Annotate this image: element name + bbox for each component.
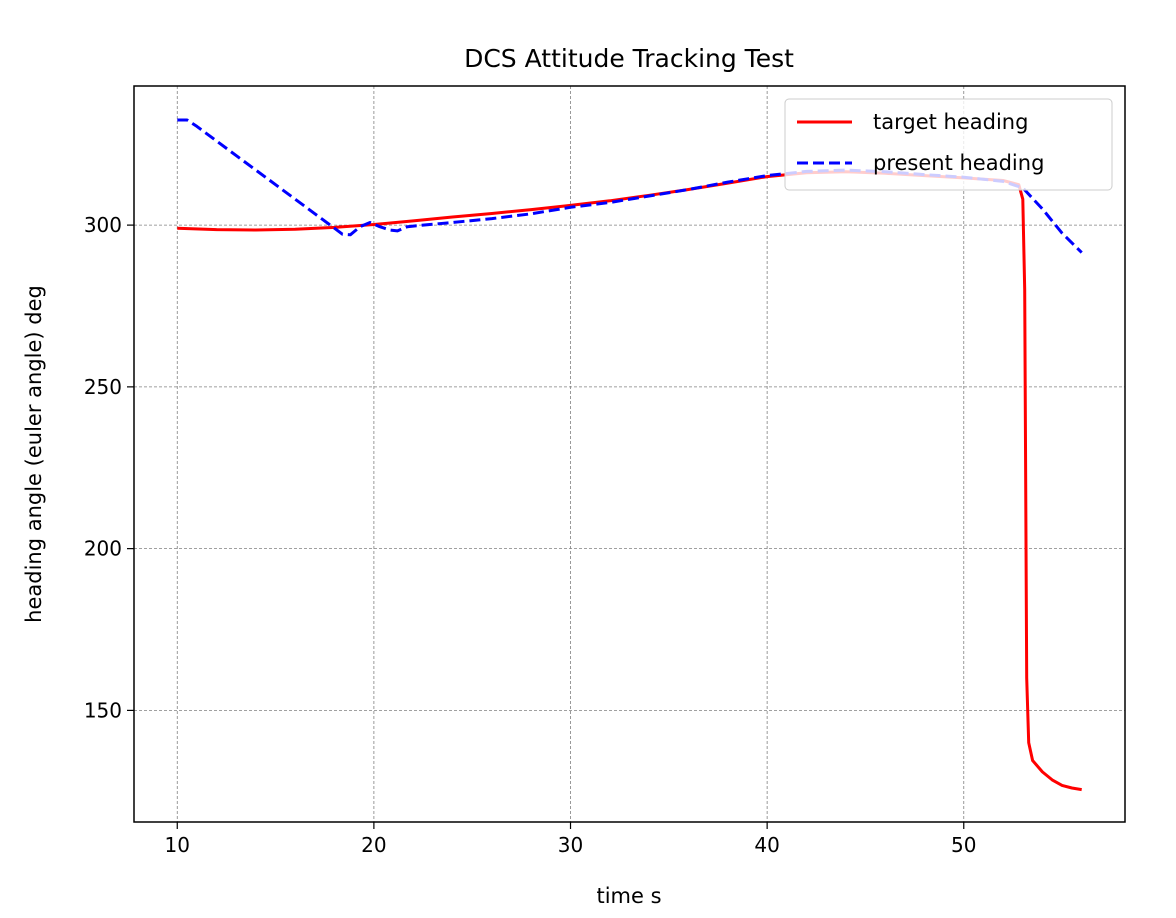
axis-ticks: 10 20 30 40 50 150 200 250 300 [84,213,977,857]
x-tick-label: 10 [165,833,190,857]
legend-box [784,98,1113,191]
legend-label: target heading [873,110,1028,134]
y-axis-label: heading angle (euler angle) deg [22,285,46,623]
y-tick-label: 200 [84,537,122,561]
x-tick-label: 50 [951,833,976,857]
y-tick-label: 150 [84,698,122,722]
series-lines [177,118,1083,792]
y-tick-label: 300 [84,213,122,237]
grid-lines [134,86,1125,822]
series-line-target-heading [177,170,1082,792]
y-tick-label: 250 [84,375,122,399]
chart-title: DCS Attitude Tracking Test [464,44,794,73]
x-tick-label: 40 [754,833,779,857]
x-axis-label: time s [596,884,661,908]
legend: target heading present heading [784,98,1113,191]
x-tick-label: 30 [558,833,583,857]
x-tick-label: 20 [361,833,386,857]
legend-label: present heading [873,151,1044,175]
plot-area [133,85,1126,823]
